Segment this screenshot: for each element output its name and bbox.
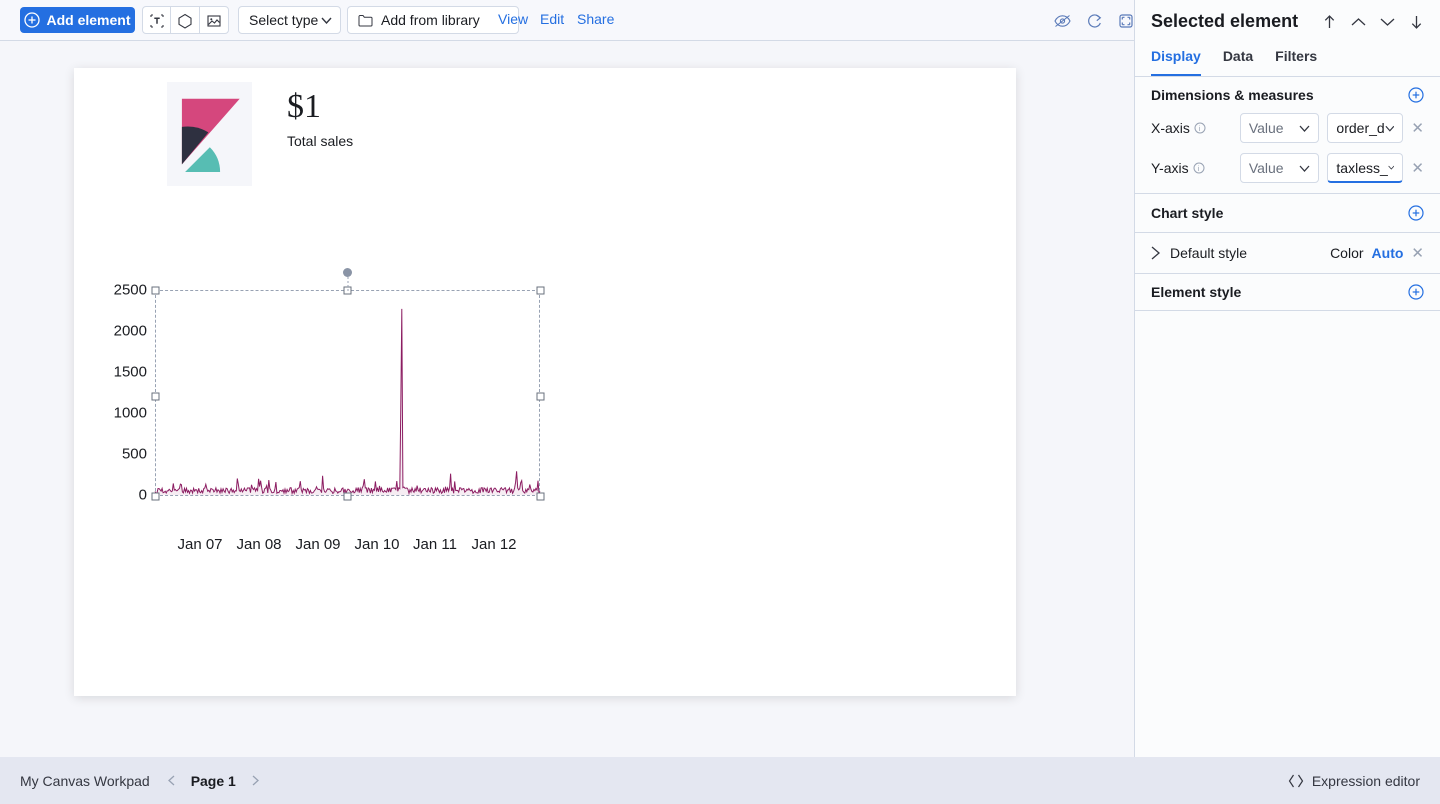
- svg-text:i: i: [1199, 126, 1201, 133]
- svg-text:i: i: [1197, 166, 1199, 173]
